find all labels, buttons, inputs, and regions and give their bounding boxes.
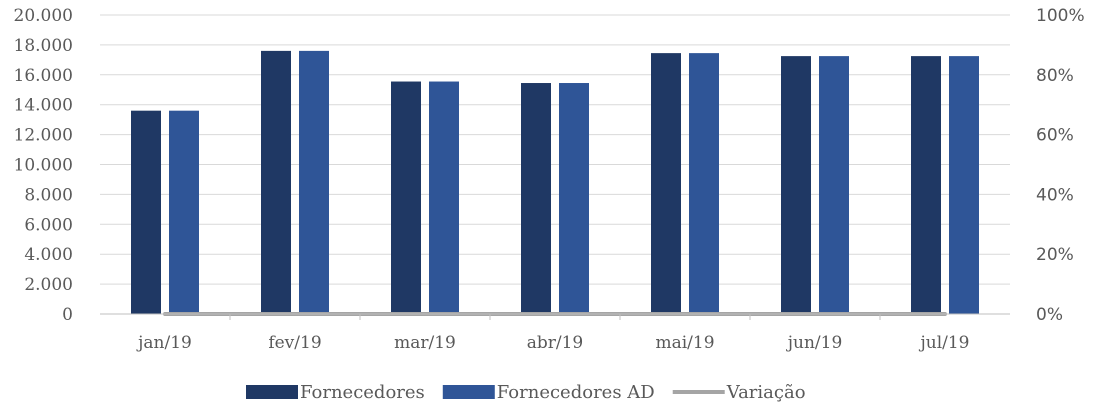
left-tick-label: 0 — [62, 305, 73, 325]
legend-label: Fornecedores AD — [497, 382, 655, 403]
bar-fornecedores-ad — [689, 53, 719, 315]
bar-fornecedores-ad — [429, 81, 459, 314]
left-tick-label: 20.000 — [14, 6, 73, 26]
bar-fornecedores-ad — [169, 110, 199, 315]
x-tick-label: abr/19 — [527, 333, 584, 353]
bar-fornecedores — [261, 50, 291, 314]
bar-fornecedores — [651, 53, 681, 315]
left-axis-ticks: 0 2.000 4.000 6.000 8.000 10.000 12.000 14.000 1… — [14, 6, 73, 325]
right-tick-label: 20% — [1036, 245, 1074, 265]
gridlines — [100, 14, 1010, 285]
x-tick-label: mar/19 — [394, 333, 456, 353]
x-tick-label: jun/19 — [786, 333, 843, 353]
right-tick-label: 80% — [1036, 66, 1074, 86]
bar-fornecedores-ad — [299, 50, 329, 314]
x-axis: jan/19 fev/19 mar/19 abr/19 mai/19 jun/19 jul/… — [100, 313, 1010, 353]
x-tick-label: fev/19 — [268, 333, 321, 353]
bar-fornecedores-ad — [949, 56, 979, 315]
left-tick-label: 12.000 — [14, 126, 73, 146]
bar-fornecedores — [781, 56, 811, 315]
right-tick-label: 0% — [1036, 305, 1063, 325]
right-axis-ticks: 0% 20% 40% 60% 80% 100% — [1036, 6, 1085, 325]
bar-fornecedores — [391, 81, 421, 314]
legend-swatch — [246, 385, 298, 399]
left-tick-label: 8.000 — [24, 185, 73, 205]
x-tick-label: jan/19 — [136, 333, 192, 353]
left-tick-label: 16.000 — [14, 66, 73, 86]
bar-fornecedores — [131, 110, 161, 315]
left-tick-label: 10.000 — [14, 156, 73, 176]
right-tick-label: 100% — [1036, 6, 1085, 26]
right-tick-label: 40% — [1036, 185, 1074, 205]
left-tick-label: 14.000 — [14, 96, 73, 116]
left-tick-label: 18.000 — [14, 36, 73, 56]
bar-fornecedores — [521, 83, 551, 315]
bar-fornecedores — [911, 56, 941, 315]
bar-fornecedores-ad — [819, 56, 849, 315]
x-tick-label: mai/19 — [655, 333, 714, 353]
x-tick-label: jul/19 — [918, 333, 969, 353]
bar-fornecedores-ad — [559, 83, 589, 315]
left-tick-label: 2.000 — [24, 275, 73, 295]
right-tick-label: 60% — [1036, 126, 1074, 146]
legend: Fornecedores Fornecedores AD Variação — [246, 382, 806, 403]
left-tick-label: 6.000 — [24, 215, 73, 235]
legend-label: Fornecedores — [300, 382, 425, 403]
legend-swatch — [442, 385, 495, 399]
bars — [131, 50, 979, 315]
legend-label: Variação — [726, 382, 806, 403]
left-tick-label: 4.000 — [24, 245, 73, 265]
